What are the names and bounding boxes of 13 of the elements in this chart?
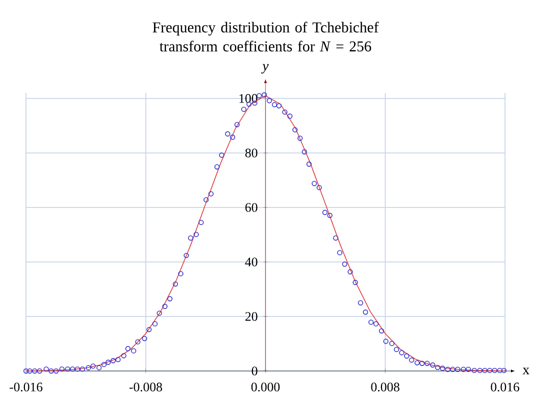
y-tick-label: 60	[245, 203, 258, 212]
y-tick-label: 20	[245, 312, 258, 321]
y-axis-title: y	[261, 64, 269, 74]
x-tick-label: -0.008	[129, 382, 162, 392]
x-tick-label: 0.000	[251, 382, 280, 392]
x-axis-title: x	[522, 368, 530, 374]
y-tick-label: 80	[245, 148, 258, 158]
x-tick-label: 0.016	[490, 382, 520, 392]
y-tick-label: 100	[239, 94, 258, 103]
x-tick-label: 0.008	[371, 382, 400, 392]
y-tick-label: 40	[245, 258, 258, 266]
x-tick-label: -0.016	[10, 382, 42, 392]
chart-title: Frequency distribution of Tchebichef transform coefficients for N = 256	[152, 22, 379, 52]
